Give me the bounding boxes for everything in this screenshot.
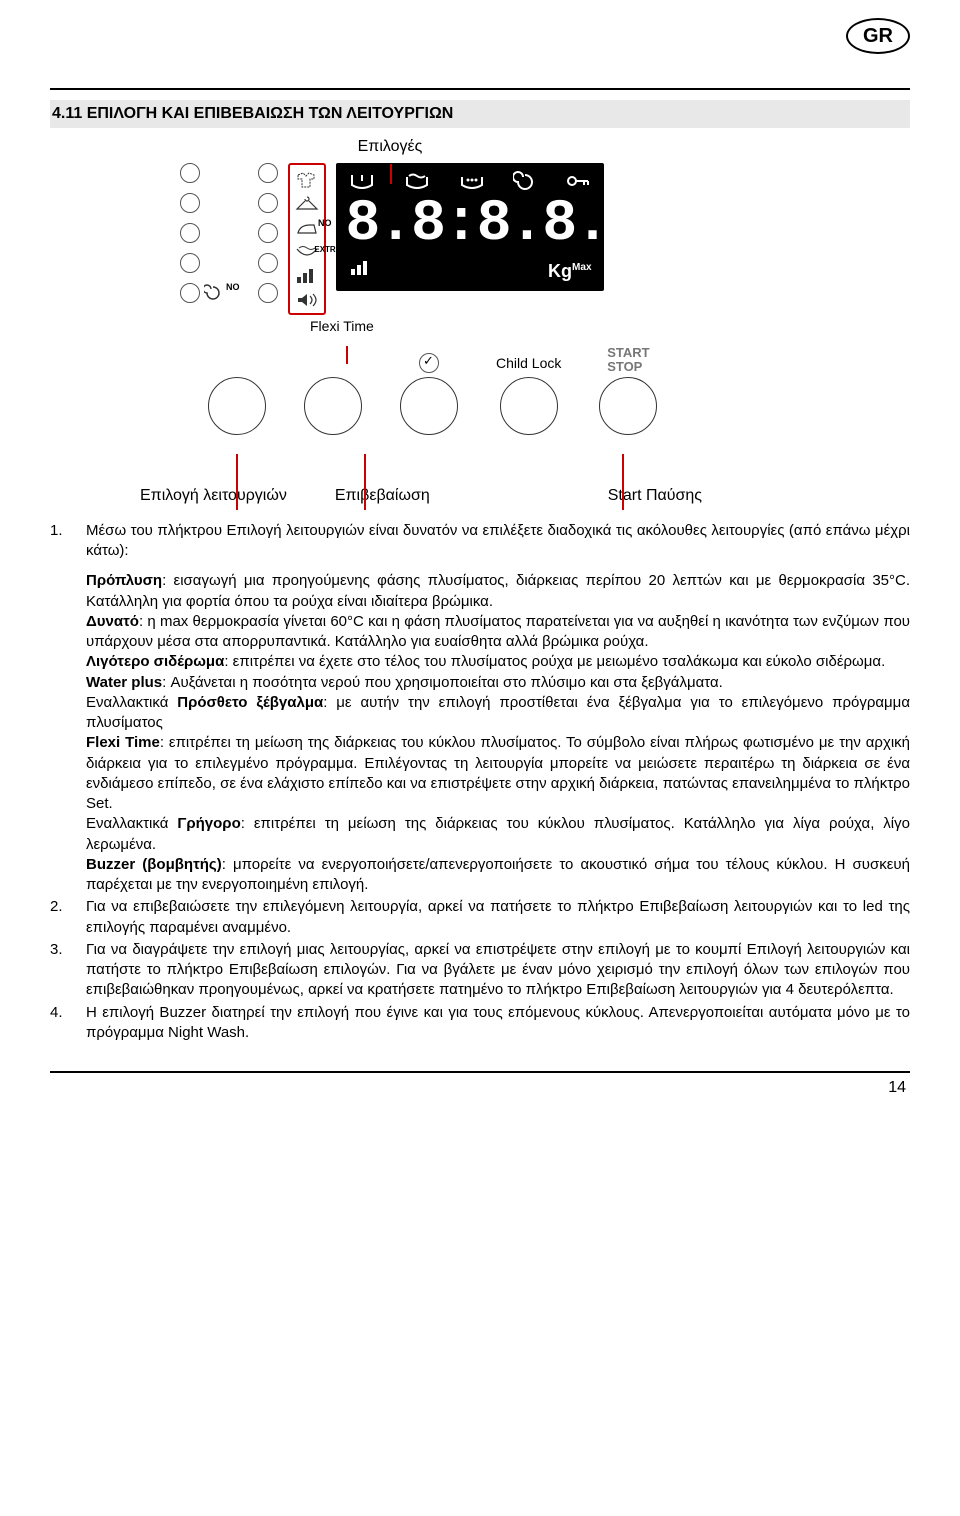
confirm-button[interactable] bbox=[304, 377, 362, 435]
control-panel-diagram: Επιλογές NO bbox=[50, 136, 910, 507]
led-indicator bbox=[258, 223, 278, 243]
childlock-button[interactable] bbox=[500, 377, 558, 435]
list-number: 4. bbox=[50, 1003, 74, 1044]
dynato-text: : η max θερμοκρασία γίνεται 60°C και η φ… bbox=[86, 613, 910, 650]
led-indicator bbox=[180, 193, 200, 213]
proplysi-text: : εισαγωγή μια προηγούμενης φάσης πλυσίμ… bbox=[86, 572, 910, 609]
buzz-label: Buzzer (βομβητής) bbox=[86, 856, 222, 873]
language-badge: GR bbox=[846, 18, 910, 54]
ligo-text: : επιτρέπει να έχετε στο τέλος του πλυσί… bbox=[224, 653, 885, 670]
flexi-text: : επιτρέπει τη μείωση της διάρκειας του … bbox=[86, 734, 910, 812]
startstop-button[interactable] bbox=[599, 377, 657, 435]
flexi-time-label: Flexi Time bbox=[310, 317, 910, 336]
basin-wave-icon bbox=[403, 171, 431, 191]
enalB: Εναλλακτικά bbox=[86, 815, 177, 832]
basin-dots-icon bbox=[458, 171, 486, 191]
item4-text: Η επιλογή Buzzer διατηρεί την επιλογή πο… bbox=[86, 1003, 910, 1044]
spiral-white-icon bbox=[513, 171, 537, 191]
led-indicator bbox=[180, 163, 200, 183]
item1-lead: Μέσω του πλήκτρου Επιλογή λειτουργιών εί… bbox=[86, 521, 910, 562]
list-number: 3. bbox=[50, 940, 74, 1001]
section-title: 4.11 ΕΠΙΛΟΓΗ ΚΑΙ ΕΠΙΒΕΒΑΙΩΣΗ ΤΩΝ ΛΕΙΤΟΥΡ… bbox=[50, 100, 910, 128]
dynato-label: Δυνατό bbox=[86, 613, 139, 630]
startstop-caption: STARTSTOP bbox=[607, 346, 649, 373]
kg-label: KgMax bbox=[548, 259, 591, 283]
hanger-icon bbox=[294, 195, 320, 213]
no-superscript: NO bbox=[318, 217, 332, 229]
led-indicator bbox=[180, 253, 200, 273]
top-rule bbox=[50, 88, 910, 90]
iron-no-icon: NO bbox=[294, 219, 320, 237]
led-indicator bbox=[258, 253, 278, 273]
childlock-caption: Child Lock bbox=[496, 354, 561, 373]
list-number: 2. bbox=[50, 897, 74, 938]
connector-line bbox=[236, 454, 238, 510]
ligo-label: Λιγότερο σιδέρωμα bbox=[86, 653, 224, 670]
clock-check-icon bbox=[419, 353, 439, 373]
options-label: Επιλογές bbox=[330, 136, 450, 158]
led-indicator-grid: NO bbox=[180, 163, 278, 303]
extra-superscript: EXTRA bbox=[314, 245, 341, 256]
connector-line bbox=[622, 454, 624, 510]
flexi-bars-white-icon bbox=[348, 259, 374, 283]
footer-rule bbox=[50, 1071, 910, 1073]
grig-label: Γρήγορο bbox=[177, 815, 240, 832]
list-number: 1. bbox=[50, 521, 74, 896]
lcd-display: 8.8:8.8. KgMax bbox=[336, 163, 604, 291]
key-icon bbox=[564, 171, 592, 191]
led-indicator bbox=[180, 223, 200, 243]
connector-line bbox=[346, 346, 348, 364]
led-indicator bbox=[180, 283, 200, 303]
bowl-extra-icon: EXTRA bbox=[294, 243, 320, 261]
body-text: 1. Μέσω του πλήκτρου Επιλογή λειτουργιών… bbox=[50, 521, 910, 1043]
connector-line bbox=[390, 164, 392, 184]
item3-text: Για να διαγράψετε την επιλογή μιας λειτο… bbox=[86, 940, 910, 1001]
basin-icon bbox=[348, 171, 376, 191]
proplysi-label: Πρόπλυση bbox=[86, 572, 162, 589]
water-text: : Αυξάνεται η ποσότητα νερού που χρησιμο… bbox=[162, 674, 723, 691]
btn-cap-empty bbox=[331, 354, 335, 373]
enalA: Εναλλακτικά bbox=[86, 694, 177, 711]
pros-label: Πρόσθετο ξέβγαλμα bbox=[177, 694, 323, 711]
label-confirm: Επιβεβαίωση bbox=[335, 485, 430, 507]
delay-button[interactable] bbox=[400, 377, 458, 435]
options-redbox: NO EXTRA bbox=[288, 163, 326, 315]
seven-segment-display: 8.8:8.8. bbox=[346, 199, 594, 251]
flexi-bars-icon bbox=[294, 267, 320, 285]
led-indicator bbox=[258, 283, 278, 303]
options-scroll-button[interactable] bbox=[208, 377, 266, 435]
shirt-icon bbox=[294, 171, 320, 189]
btn-cap-empty bbox=[235, 354, 239, 373]
connector-line bbox=[364, 454, 366, 510]
page-number: 14 bbox=[50, 1077, 910, 1099]
sound-icon bbox=[294, 291, 320, 309]
led-indicator bbox=[258, 193, 278, 213]
spiral-icon bbox=[204, 284, 222, 302]
label-options-select: Επιλογή λειτουργιών bbox=[140, 485, 287, 507]
water-label: Water plus bbox=[86, 674, 162, 691]
led-indicator bbox=[258, 163, 278, 183]
no-superscript: NO bbox=[226, 281, 240, 293]
item2-text: Για να επιβεβαιώσετε την επιλεγόμενη λει… bbox=[86, 897, 910, 938]
flexi-label: Flexi Time bbox=[86, 734, 160, 751]
